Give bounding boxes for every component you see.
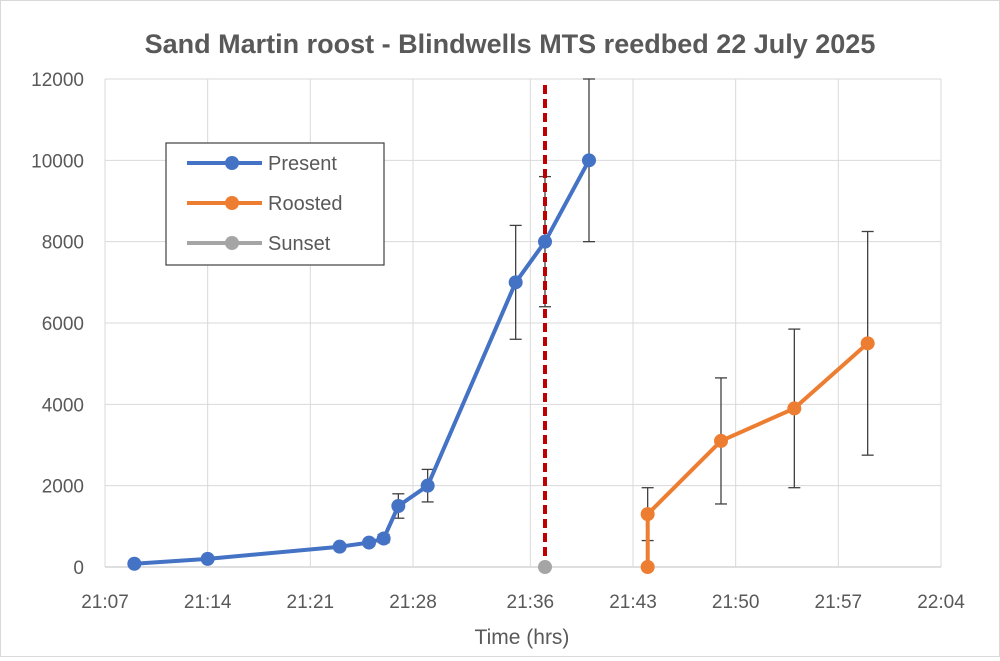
y-tick-label: 4000 (42, 395, 84, 416)
x-tick-label: 21:28 (389, 592, 437, 613)
x-tick-label: 21:14 (184, 592, 232, 613)
data-point-present (332, 539, 347, 554)
data-point-roosted (640, 507, 655, 522)
y-tick-label: 6000 (42, 314, 84, 335)
data-point-present (376, 531, 391, 546)
legend: Present Roosted Sunset (165, 142, 385, 266)
y-tick-label: 0 (73, 558, 84, 579)
legend-label-sunset: Sunset (268, 233, 331, 255)
legend-marker-sunset (225, 236, 239, 250)
data-point-present (538, 234, 552, 249)
x-tick-label: 22:04 (917, 592, 965, 613)
x-axis-label: Time (hrs) (475, 626, 570, 649)
series-layer (127, 85, 875, 574)
legend-marker-roosted (225, 196, 239, 210)
series-line-roosted (645, 341, 870, 567)
data-point-present (362, 535, 376, 550)
y-tick-label: 10000 (31, 151, 84, 172)
series-line-present (134, 159, 591, 566)
legend-label-roosted: Roosted (268, 193, 343, 215)
x-tick-label: 21:50 (712, 592, 760, 613)
error-bar-layer (377, 78, 874, 544)
data-point-roosted (787, 401, 802, 416)
data-point-present (582, 153, 596, 168)
x-tick-label: 21:07 (81, 592, 129, 613)
data-point-present (391, 499, 406, 513)
data-point-roosted (714, 433, 728, 448)
legend-marker-present (225, 156, 239, 170)
x-tick-label: 21:36 (507, 592, 555, 613)
x-tick-label: 21:43 (609, 592, 657, 613)
tick-label-layer: 0 2000 4000 6000 8000 10000 12000 21:07 21:14 21:… (31, 70, 965, 613)
data-point-sunset (538, 560, 552, 574)
data-point-roosted (860, 336, 875, 351)
x-tick-label: 21:57 (815, 592, 863, 613)
y-tick-label: 12000 (31, 70, 84, 91)
x-tick-label: 21:21 (287, 592, 335, 613)
legend-label-present: Present (268, 153, 337, 175)
chart-title: Sand Martin roost - Blindwells MTS reedb… (145, 29, 876, 59)
data-point-present (508, 275, 523, 290)
data-point-present (127, 556, 142, 571)
data-point-present (200, 551, 215, 566)
data-point-roosted (640, 560, 655, 574)
y-tick-label: 2000 (42, 477, 84, 498)
y-tick-label: 8000 (42, 233, 84, 254)
data-point-present (420, 478, 435, 493)
